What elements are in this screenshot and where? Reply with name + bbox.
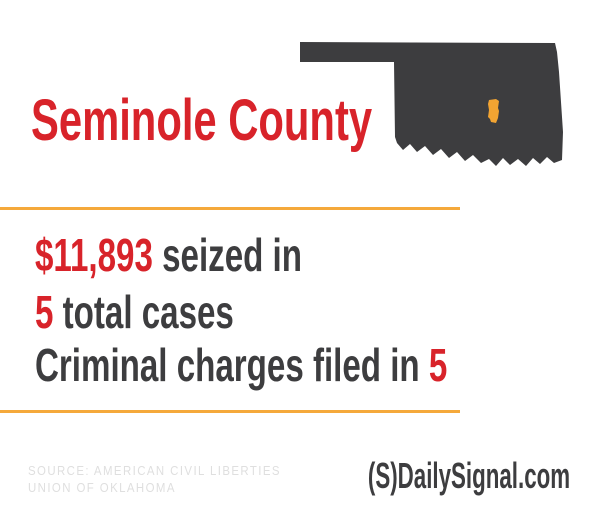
seminole-county-marker <box>488 99 499 123</box>
total-cases-label: total cases <box>53 286 234 338</box>
criminal-charges-label: Criminal charges filed in <box>35 339 429 391</box>
page-title: Seminole County <box>31 88 373 153</box>
total-cases-value: 5 <box>35 286 54 338</box>
source-line-2: UNION OF OKLAHOMA <box>28 480 176 495</box>
divider-bottom <box>0 410 460 413</box>
dailysignal-wordmark: DailySignal.com <box>397 455 570 496</box>
oklahoma-map-icon <box>300 42 563 166</box>
seized-amount-label: seized in <box>152 229 302 281</box>
stat-total-cases-line: 5 total cases <box>35 289 234 335</box>
criminal-charges-value: 5 <box>428 339 448 391</box>
divider-top <box>0 207 460 210</box>
dailysignal-s-mark-icon: (S) <box>367 455 398 496</box>
stat-criminal-charges-line: Criminal charges filed in 5 <box>35 342 447 388</box>
stat-seized-amount-line: $11,893 seized in <box>35 232 302 278</box>
seized-amount-value: $11,893 <box>35 229 153 281</box>
source-line-1: SOURCE: AMERICAN CIVIL LIBERTIES <box>28 463 281 478</box>
oklahoma-state-shape <box>300 42 563 166</box>
dailysignal-logo: (S)DailySignal.com <box>368 458 570 494</box>
source-attribution: SOURCE: AMERICAN CIVIL LIBERTIES UNION O… <box>28 462 281 496</box>
